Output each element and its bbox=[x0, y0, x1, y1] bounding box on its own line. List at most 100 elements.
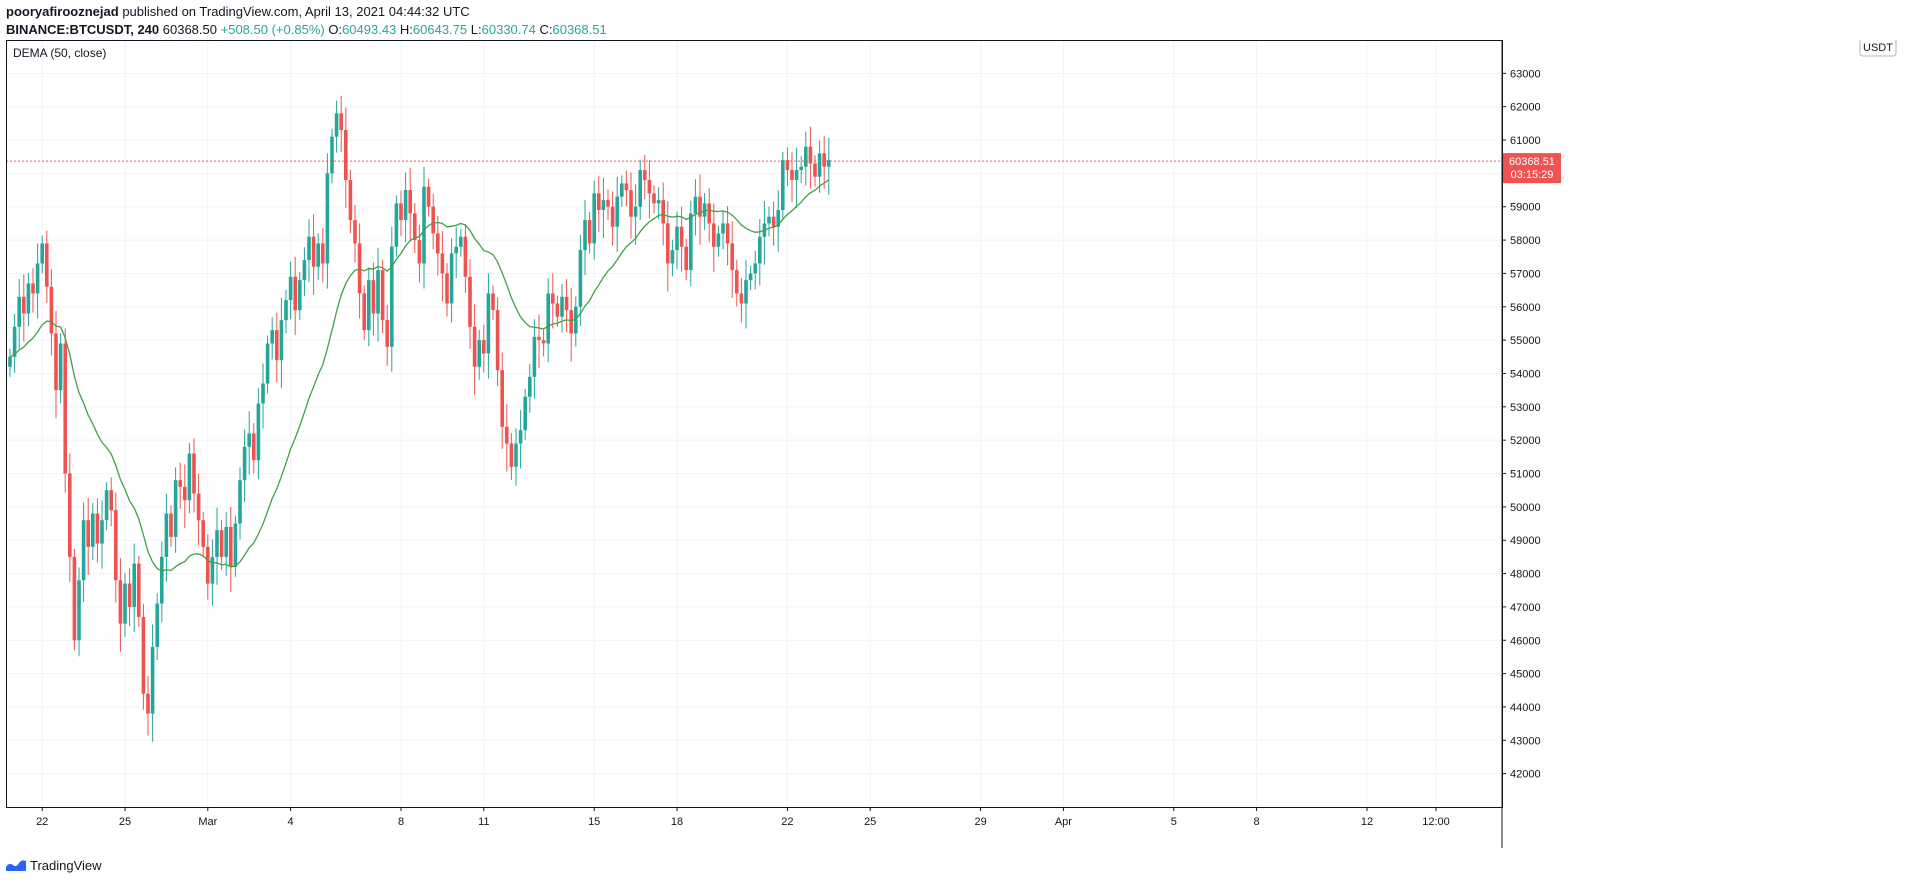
candle-body bbox=[109, 490, 113, 511]
price-chart[interactable]: 42000 43000 44000 45000 46000 47000 48000 49000… bbox=[6, 40, 1914, 848]
candle-body bbox=[210, 556, 215, 584]
candle-body bbox=[652, 193, 656, 204]
candle-body bbox=[385, 320, 389, 347]
candle-body bbox=[505, 426, 509, 444]
ohlc-line: BINANCE:BTCUSDT, 240 60368.50 +508.50 (+… bbox=[6, 22, 1206, 38]
candle-body bbox=[270, 330, 274, 344]
candle-body bbox=[445, 273, 449, 304]
price-tag-countdown: 03:15:29 bbox=[1511, 169, 1554, 181]
candle-body bbox=[808, 146, 813, 164]
candle-body bbox=[164, 513, 169, 557]
candle-body bbox=[643, 170, 647, 181]
y-tick-label: 45000 bbox=[1510, 669, 1541, 681]
candle-body bbox=[275, 330, 279, 361]
candle-body bbox=[417, 240, 422, 264]
candle-body bbox=[771, 216, 776, 227]
candle-body bbox=[431, 206, 435, 234]
x-tick-label: 12:00 bbox=[1422, 816, 1450, 828]
candle-body bbox=[638, 170, 642, 207]
candle-body bbox=[679, 226, 684, 247]
time-axis[interactable]: 22 25 Mar 4 8 11 15 18 22 25 29 Apr 5 8 12 12:00 bbox=[36, 807, 1450, 828]
candle-body bbox=[790, 170, 794, 181]
candle-body bbox=[91, 513, 95, 547]
chart-border bbox=[6, 40, 1503, 808]
x-tick-label: 11 bbox=[478, 816, 489, 828]
candle-body bbox=[311, 236, 316, 267]
candle-body bbox=[132, 563, 136, 607]
candle-body bbox=[288, 276, 293, 301]
y-tick-label: 51000 bbox=[1510, 469, 1541, 481]
candle-body bbox=[339, 113, 343, 131]
candle-body bbox=[86, 520, 90, 547]
candle-body bbox=[380, 270, 385, 321]
symbol-label[interactable]: BINANCE:BTCUSDT, 240 bbox=[6, 22, 160, 37]
y-tick-label: 52000 bbox=[1510, 435, 1541, 447]
candle-body bbox=[564, 296, 569, 311]
author-name[interactable]: pooryafirooznejad bbox=[6, 4, 119, 19]
candle-body bbox=[518, 430, 523, 444]
x-tick-label: 29 bbox=[974, 816, 986, 828]
close-label: C: bbox=[539, 22, 553, 37]
candle-body bbox=[206, 546, 210, 584]
candle-body bbox=[822, 153, 826, 167]
open-label: O: bbox=[328, 22, 343, 37]
candle-body bbox=[321, 243, 325, 264]
candle-body bbox=[624, 183, 629, 191]
candle-body bbox=[265, 343, 270, 384]
candle-body bbox=[721, 223, 725, 234]
y-tick-label: 62000 bbox=[1510, 102, 1541, 114]
candle-body bbox=[141, 616, 146, 694]
dema-indicator-label[interactable]: DEMA (50, close) bbox=[13, 46, 106, 60]
currency-badge[interactable]: USDT bbox=[1859, 40, 1897, 57]
candle-body bbox=[781, 160, 785, 211]
candle-body bbox=[330, 136, 334, 174]
candle-body bbox=[730, 243, 734, 271]
candle-body bbox=[54, 333, 58, 391]
candle-body bbox=[104, 490, 109, 521]
candle-body bbox=[178, 480, 182, 487]
candle-body bbox=[422, 186, 426, 264]
candle-body bbox=[49, 286, 54, 334]
tradingview-brand[interactable]: TradingView bbox=[30, 857, 102, 873]
x-tick-label: Apr bbox=[1055, 816, 1072, 828]
candle-body bbox=[620, 183, 624, 197]
candle-body bbox=[495, 310, 500, 371]
candle-body bbox=[408, 190, 412, 214]
candle-body bbox=[325, 173, 330, 264]
candle-body bbox=[196, 493, 201, 521]
candle-body bbox=[150, 646, 155, 714]
y-tick-label: 50000 bbox=[1510, 502, 1541, 514]
y-tick-label: 61000 bbox=[1510, 135, 1541, 147]
y-tick-label: 46000 bbox=[1510, 635, 1541, 647]
candle-body bbox=[767, 216, 771, 224]
candle-body bbox=[794, 170, 799, 181]
candle-body bbox=[735, 270, 739, 294]
candle-body bbox=[454, 246, 458, 254]
candle-body bbox=[799, 166, 803, 171]
y-tick-label: 55000 bbox=[1510, 335, 1541, 347]
candle-body bbox=[528, 376, 532, 397]
candle-body bbox=[716, 233, 721, 247]
candle-body bbox=[307, 236, 311, 261]
candle-body bbox=[468, 276, 472, 327]
x-tick-label: 15 bbox=[588, 816, 600, 828]
candle-body bbox=[500, 370, 504, 427]
y-tick-label: 56000 bbox=[1510, 302, 1541, 314]
candle-body bbox=[666, 223, 670, 264]
candle-body bbox=[100, 520, 104, 544]
candle-body bbox=[298, 280, 302, 311]
candlestick-series bbox=[8, 95, 831, 742]
candle-body bbox=[753, 263, 757, 274]
tradingview-logo-icon bbox=[6, 860, 26, 871]
candle-body bbox=[436, 233, 440, 254]
x-tick-label: 18 bbox=[671, 816, 683, 828]
candle-body bbox=[514, 443, 518, 467]
candle-body bbox=[647, 180, 652, 194]
candle-body bbox=[192, 453, 196, 494]
candle-body bbox=[367, 280, 371, 331]
publish-line: pooryafirooznejad published on TradingVi… bbox=[6, 4, 1206, 20]
candle-body bbox=[81, 520, 86, 581]
candle-body bbox=[509, 443, 514, 467]
candle-body bbox=[63, 343, 67, 474]
candle-body bbox=[123, 583, 127, 624]
